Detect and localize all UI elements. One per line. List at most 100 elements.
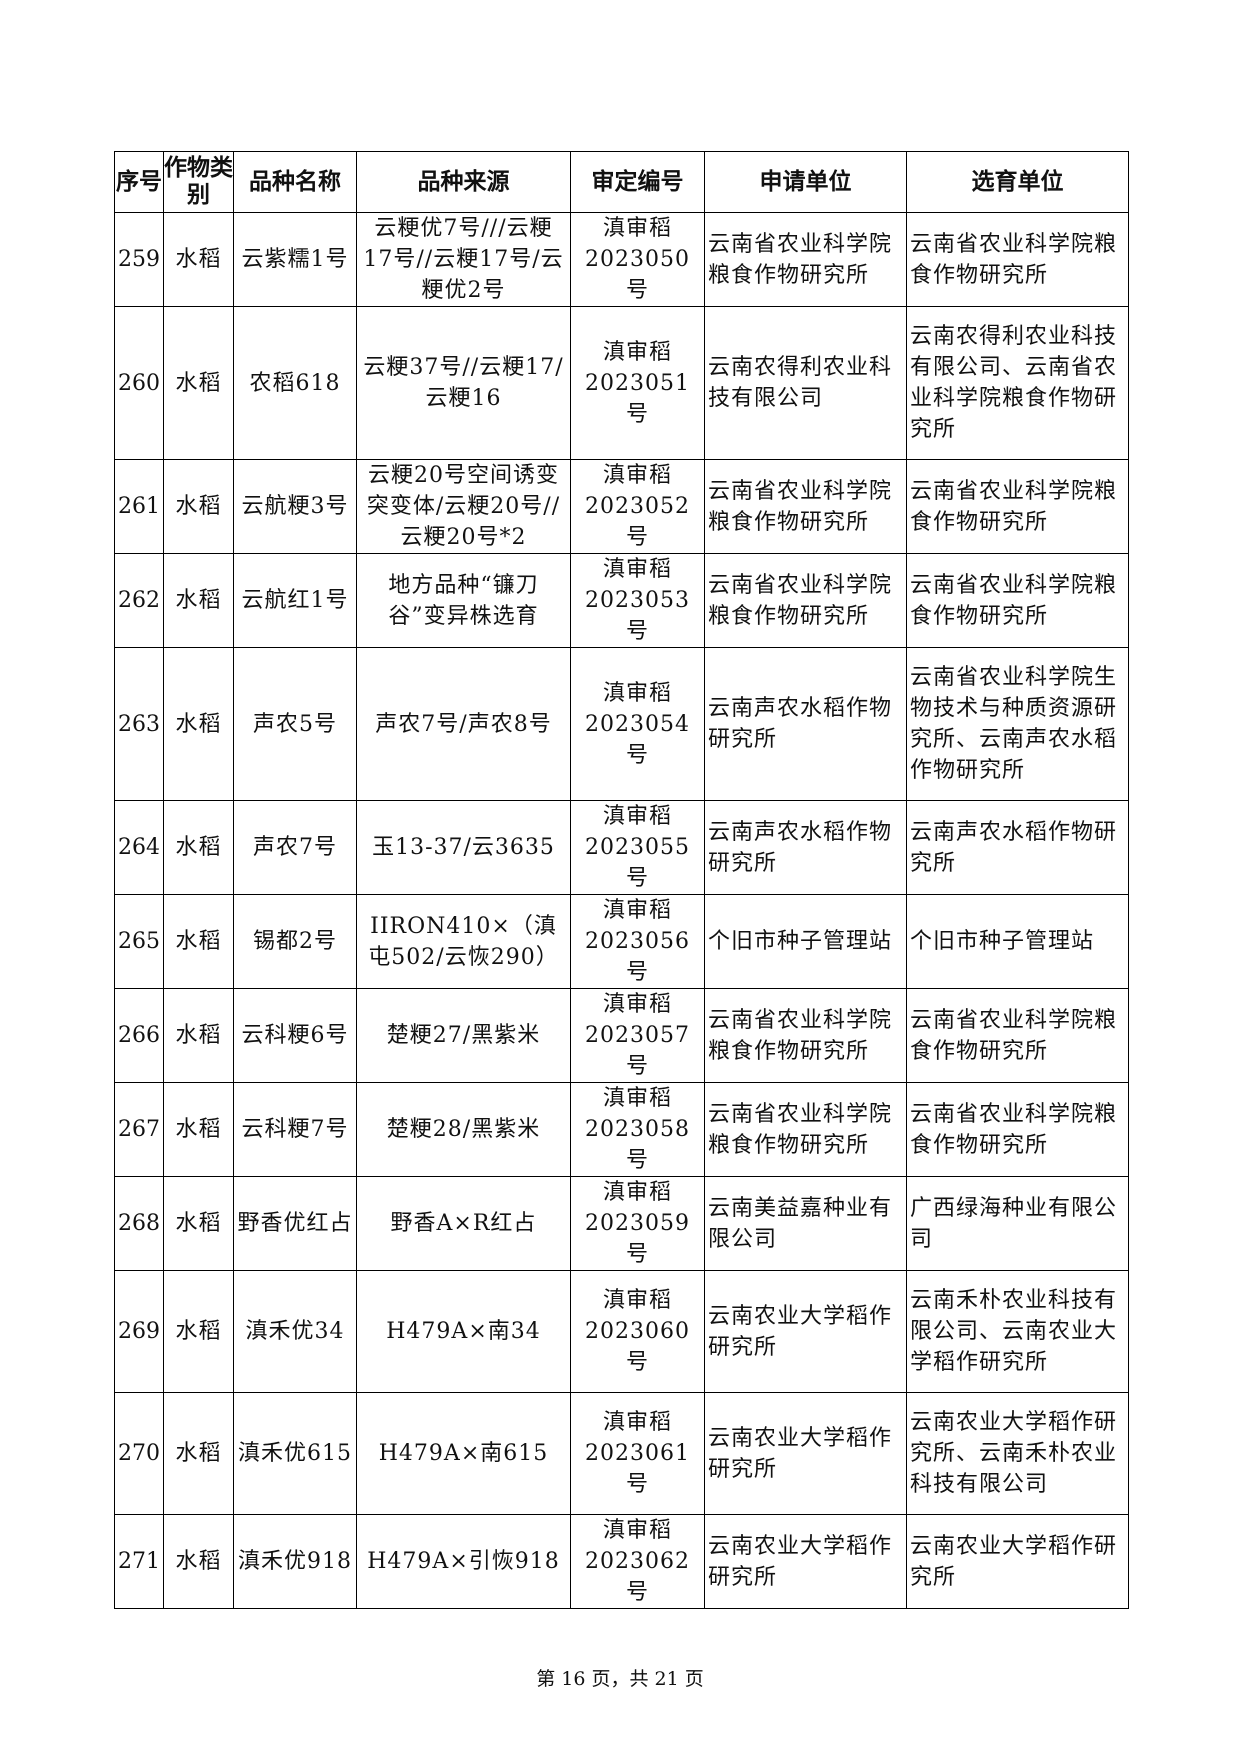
cell-text: 云南省农业科学院粮食作物研究所 [708, 478, 893, 535]
cell-crop-type: 水稻 [163, 1514, 234, 1609]
cell-text: 云南声农水稻作物研究所 [708, 696, 893, 752]
cell-text: 云南农业大学稻作研究所 [910, 1533, 1118, 1590]
cell-index: 265 [114, 894, 164, 989]
cell-breeder: 云南农得利农业科技有限公司、云南省农业科学院粮食作物研究所 [906, 306, 1129, 460]
cell-text: 云南农业大学稻作研究所 [708, 1303, 893, 1360]
cell-index: 268 [114, 1176, 164, 1271]
cell-text: 水稻 [175, 835, 222, 860]
cell-text: 水稻 [175, 1441, 222, 1466]
cell-text: 滇审稻2023054号 [585, 680, 690, 768]
cell-applicant: 云南声农水稻作物研究所 [704, 647, 907, 801]
cell-text: 声农7号 [253, 835, 337, 860]
cell-applicant: 云南省农业科学院粮食作物研究所 [704, 988, 907, 1083]
cell-variety-source: H479A×南34 [356, 1270, 571, 1393]
cell-breeder: 云南禾朴农业科技有限公司、云南农业大学稻作研究所 [906, 1270, 1129, 1393]
cell-text: 262 [118, 588, 160, 613]
cell-crop-type: 水稻 [163, 1392, 234, 1515]
cell-text: 楚粳27/黑紫米 [386, 1023, 541, 1048]
cell-text: 云南省农业科学院粮食作物研究所 [910, 231, 1118, 288]
table-row: 267 水稻 云科粳7号 楚粳28/黑紫米 滇审稻2023058号 云南省农业科学院粮食作… [114, 1082, 1129, 1177]
cell-crop-type: 水稻 [163, 988, 234, 1083]
cell-text: 269 [118, 1319, 160, 1344]
cell-text: 滇审稻2023055号 [585, 804, 690, 891]
cell-text: 水稻 [175, 1319, 222, 1344]
cell-text: 声农7号/声农8号 [375, 711, 552, 737]
cell-text: 270 [118, 1441, 160, 1466]
cell-text: 地方品种“镰刀谷”变异株选育 [388, 572, 539, 629]
table-row: 263 水稻 声农5号 声农7号/声农8号 滇审稻2023054号 云南声农水稻作物研究所… [114, 647, 1129, 801]
cell-index: 270 [114, 1392, 164, 1515]
cell-text: 滇审稻2023056号 [585, 898, 690, 985]
cell-breeder: 个旧市种子管理站 [906, 894, 1129, 989]
cell-approval-number: 滇审稻2023052号 [570, 459, 705, 554]
variety-table: 序号 作物类别 品种名称 品种来源 审定编号 申请单位 选育单位 259 水稻 云紫糯1号 云粳优… [114, 151, 1129, 1609]
cell-index: 266 [114, 988, 164, 1083]
cell-text: 水稻 [175, 1023, 222, 1048]
cell-text: 云南美益嘉种业有限公司 [708, 1195, 893, 1252]
cell-breeder: 云南声农水稻作物研究所 [906, 800, 1129, 895]
cell-text: 楚粳28/黑紫米 [386, 1117, 541, 1142]
cell-breeder: 云南省农业科学院粮食作物研究所 [906, 212, 1129, 307]
cell-variety-source: 云粳优7号///云粳17号//云粳17号/云粳优2号 [356, 212, 571, 307]
cell-text: 滇审稻2023052号 [585, 463, 690, 550]
cell-text: 261 [118, 494, 160, 519]
cell-text: 云南农业大学稻作研究所 [708, 1533, 893, 1590]
cell-text: 云南省农业科学院生物技术与种质资源研究所、云南声农水稻作物研究所 [910, 665, 1118, 783]
cell-approval-number: 滇审稻2023055号 [570, 800, 705, 895]
cell-approval-number: 滇审稻2023061号 [570, 1392, 705, 1515]
cell-text: 云南声农水稻作物研究所 [708, 819, 893, 876]
cell-variety-name: 滇禾优615 [233, 1392, 357, 1515]
cell-variety-source: 野香A×R红占 [356, 1176, 571, 1271]
cell-applicant: 云南省农业科学院粮食作物研究所 [704, 553, 907, 648]
cell-applicant: 云南农得利农业科技有限公司 [704, 306, 907, 460]
table-row: 266 水稻 云科粳6号 楚粳27/黑紫米 滇审稻2023057号 云南省农业科学院粮食作… [114, 988, 1129, 1083]
cell-text: 云航粳3号 [241, 494, 349, 519]
cell-crop-type: 水稻 [163, 647, 234, 801]
cell-crop-type: 水稻 [163, 800, 234, 895]
cell-text: 云紫糯1号 [241, 247, 349, 272]
cell-text: 268 [118, 1211, 160, 1236]
cell-text: 水稻 [175, 711, 222, 737]
cell-approval-number: 滇审稻2023051号 [570, 306, 705, 460]
cell-text: IIRON410×（滇屯502/云恢290） [368, 913, 559, 970]
cell-variety-name: 滇禾优918 [233, 1514, 357, 1609]
cell-text: 云南声农水稻作物研究所 [910, 819, 1118, 876]
cell-index: 271 [114, 1514, 164, 1609]
table-row: 265 水稻 锡都2号 IIRON410×（滇屯502/云恢290） 滇审稻202305… [114, 894, 1129, 989]
table-row: 269 水稻 滇禾优34 H479A×南34 滇审稻2023060号 云南农业大学稻作研究… [114, 1270, 1129, 1393]
cell-text: 云南省农业科学院粮食作物研究所 [708, 231, 893, 288]
cell-text: 滇审稻2023062号 [585, 1518, 690, 1605]
cell-text: 滇审稻2023058号 [585, 1086, 690, 1173]
cell-variety-source: 声农7号/声农8号 [356, 647, 571, 801]
cell-variety-source: 云粳20号空间诱变突变体/云粳20号//云粳20号*2 [356, 459, 571, 554]
cell-text: 水稻 [175, 1117, 222, 1142]
cell-text: 个旧市种子管理站 [708, 929, 893, 954]
cell-index: 264 [114, 800, 164, 895]
cell-breeder: 云南省农业科学院粮食作物研究所 [906, 1082, 1129, 1177]
header-col-breeder: 选育单位 [906, 151, 1129, 213]
cell-approval-number: 滇审稻2023056号 [570, 894, 705, 989]
cell-text: 云南省农业科学院粮食作物研究所 [910, 572, 1118, 629]
cell-text: 滇审稻2023050号 [585, 216, 690, 303]
cell-variety-name: 声农7号 [233, 800, 357, 895]
table-row: 268 水稻 野香优红占 野香A×R红占 滇审稻2023059号 云南美益嘉种业有限公司广… [114, 1176, 1129, 1271]
cell-variety-name: 云航粳3号 [233, 459, 357, 554]
cell-crop-type: 水稻 [163, 1176, 234, 1271]
cell-text: 260 [118, 370, 160, 396]
cell-crop-type: 水稻 [163, 1082, 234, 1177]
cell-text: 滇审稻2023060号 [585, 1288, 690, 1375]
cell-crop-type: 水稻 [163, 212, 234, 307]
cell-approval-number: 滇审稻2023050号 [570, 212, 705, 307]
cell-variety-source: H479A×引恢918 [356, 1514, 571, 1609]
cell-text: 野香优红占 [237, 1211, 353, 1236]
cell-applicant: 个旧市种子管理站 [704, 894, 907, 989]
table-row: 262 水稻 云航红1号 地方品种“镰刀谷”变异株选育 滇审稻2023053号 云南省农业… [114, 553, 1129, 648]
cell-index: 261 [114, 459, 164, 554]
cell-text: 水稻 [175, 929, 222, 954]
cell-text: 个旧市种子管理站 [910, 929, 1095, 954]
table-row: 271 水稻 滇禾优918 H479A×引恢918 滇审稻2023062号 云南农业大学稻… [114, 1514, 1129, 1609]
cell-text: 农稻618 [249, 370, 341, 396]
cell-text: 水稻 [175, 1549, 222, 1574]
cell-applicant: 云南农业大学稻作研究所 [704, 1392, 907, 1515]
cell-variety-source: 楚粳28/黑紫米 [356, 1082, 571, 1177]
